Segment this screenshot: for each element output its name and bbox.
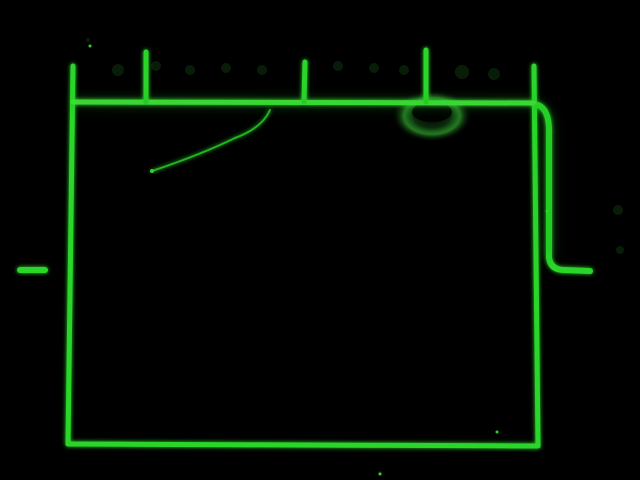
- channel-bloom: [72, 98, 554, 258]
- bright-specks: [88, 44, 549, 476]
- microfluidic-channels: [17, 47, 593, 449]
- fluorescent-halo: [392, 90, 472, 142]
- left-channel-wall: [65, 63, 76, 447]
- inlet-stub-2: [301, 59, 308, 105]
- diffusion-streak: [151, 109, 271, 172]
- right-channel-wall: [531, 63, 541, 449]
- bottom-channel-wall: [65, 441, 541, 449]
